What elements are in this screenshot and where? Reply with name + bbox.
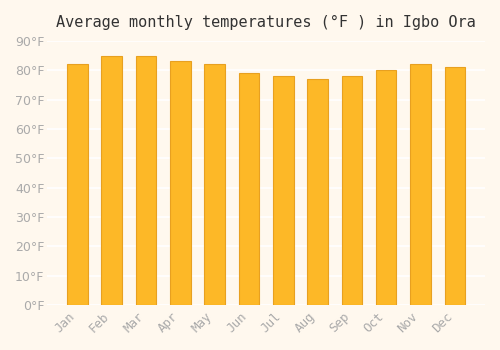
Bar	[67, 64, 88, 305]
Bar	[102, 56, 122, 305]
Bar	[410, 64, 431, 305]
Bar	[342, 76, 362, 305]
Title: Average monthly temperatures (°F ) in Igbo Ora: Average monthly temperatures (°F ) in Ig…	[56, 15, 476, 30]
Bar	[308, 79, 328, 305]
Bar	[136, 56, 156, 305]
Bar	[238, 73, 260, 305]
Bar	[273, 76, 293, 305]
Bar	[444, 67, 465, 305]
Bar	[376, 70, 396, 305]
Bar	[170, 62, 190, 305]
Bar	[204, 64, 225, 305]
